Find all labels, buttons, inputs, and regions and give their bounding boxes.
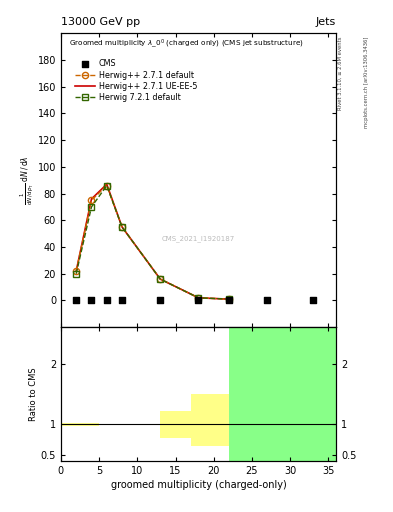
Herwig 7.2.1 default	[196, 295, 201, 301]
CMS	[104, 296, 110, 305]
Herwig 7.2.1 default	[89, 204, 94, 210]
Text: 13000 GeV pp: 13000 GeV pp	[61, 16, 140, 27]
CMS	[157, 296, 163, 305]
Herwig++ 2.7.1 default	[105, 182, 109, 188]
Herwig 7.2.1 default	[227, 296, 231, 302]
Herwig++ 2.7.1 UE-EE-5	[158, 276, 163, 282]
Herwig++ 2.7.1 default	[227, 296, 231, 302]
CMS	[88, 296, 95, 305]
Text: mcplots.cern.ch [arXiv:1306.3436]: mcplots.cern.ch [arXiv:1306.3436]	[364, 36, 369, 127]
Text: Rivet 3.1.10, ≥ 2.6M events: Rivet 3.1.10, ≥ 2.6M events	[337, 36, 342, 110]
X-axis label: groomed multiplicity (charged-only): groomed multiplicity (charged-only)	[110, 480, 286, 490]
Herwig++ 2.7.1 UE-EE-5	[105, 181, 109, 187]
Line: Herwig 7.2.1 default: Herwig 7.2.1 default	[73, 182, 232, 302]
Text: CMS_2021_I1920187: CMS_2021_I1920187	[162, 236, 235, 242]
Herwig++ 2.7.1 default	[158, 276, 163, 282]
Text: Groomed multiplicity $\lambda\_0^0$ (charged only) (CMS jet substructure): Groomed multiplicity $\lambda\_0^0$ (cha…	[69, 38, 304, 51]
Herwig 7.2.1 default	[158, 276, 163, 282]
Herwig 7.2.1 default	[120, 224, 125, 230]
Legend: CMS, Herwig++ 2.7.1 default, Herwig++ 2.7.1 UE-EE-5, Herwig 7.2.1 default: CMS, Herwig++ 2.7.1 default, Herwig++ 2.…	[73, 58, 199, 103]
Herwig++ 2.7.1 UE-EE-5	[89, 196, 94, 202]
Y-axis label: Ratio to CMS: Ratio to CMS	[29, 367, 38, 421]
Herwig++ 2.7.1 UE-EE-5	[227, 296, 231, 302]
CMS	[73, 296, 79, 305]
CMS	[310, 296, 316, 305]
Herwig 7.2.1 default	[105, 182, 109, 188]
CMS	[195, 296, 202, 305]
Y-axis label: $\frac{1}{\mathrm{d}N\,/\,\mathrm{d}p_{\mathrm{T}}}$ $\mathrm{d}N\,/\,\mathrm{d}: $\frac{1}{\mathrm{d}N\,/\,\mathrm{d}p_{\…	[18, 156, 35, 205]
CMS	[226, 296, 232, 305]
Herwig++ 2.7.1 default	[196, 295, 201, 301]
CMS	[119, 296, 125, 305]
Herwig 7.2.1 default	[74, 271, 79, 277]
Herwig++ 2.7.1 default	[120, 224, 125, 230]
Line: Herwig++ 2.7.1 UE-EE-5: Herwig++ 2.7.1 UE-EE-5	[76, 184, 229, 299]
Herwig++ 2.7.1 default	[89, 197, 94, 203]
Herwig++ 2.7.1 UE-EE-5	[74, 268, 79, 274]
Herwig++ 2.7.1 UE-EE-5	[196, 295, 201, 301]
Line: Herwig++ 2.7.1 default: Herwig++ 2.7.1 default	[73, 182, 232, 302]
Herwig++ 2.7.1 UE-EE-5	[120, 224, 125, 230]
Herwig++ 2.7.1 default	[74, 268, 79, 274]
CMS	[264, 296, 270, 305]
Text: Jets: Jets	[316, 16, 336, 27]
